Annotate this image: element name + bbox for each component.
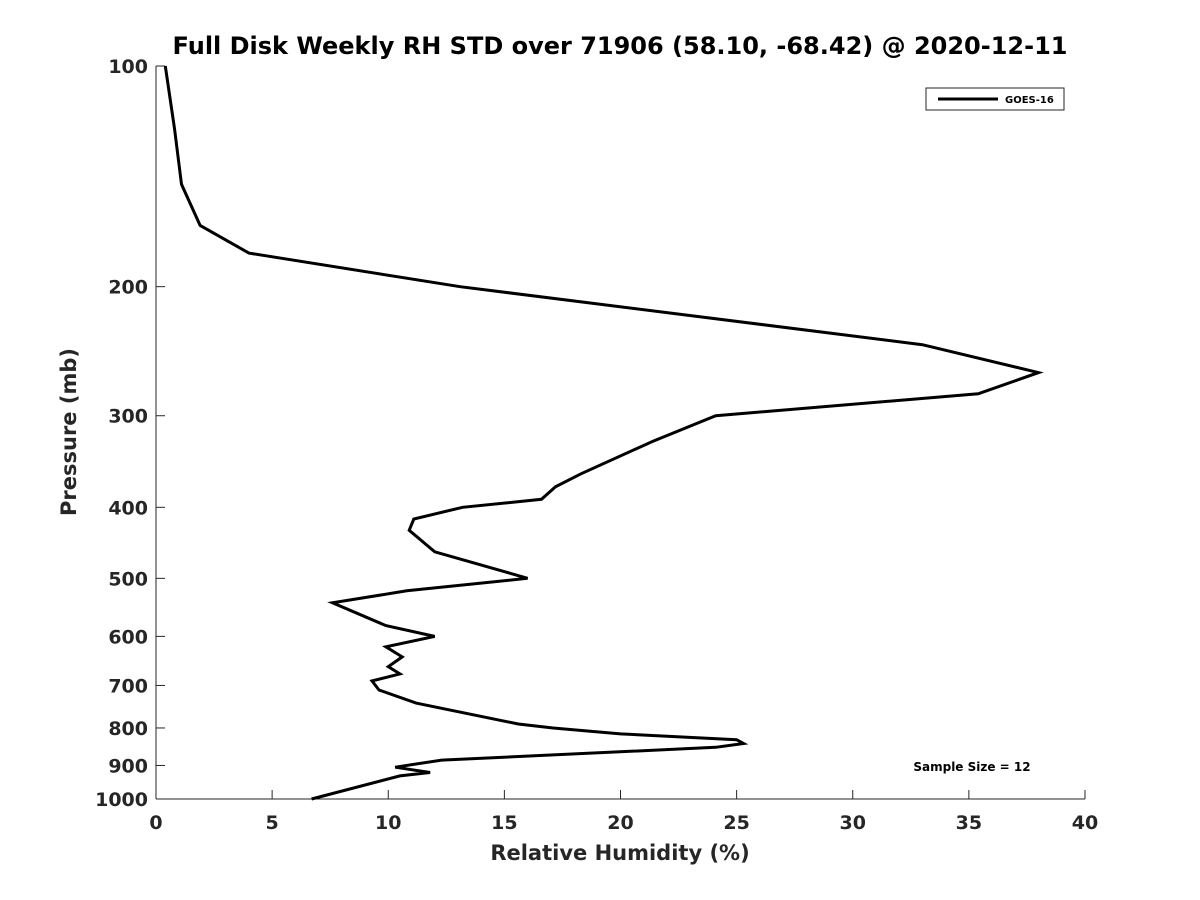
plot-lines — [163, 65, 1044, 801]
y-tick-label: 1000 — [95, 789, 148, 811]
x-tick-label: 0 — [149, 812, 162, 834]
legend: GOES-16 — [925, 87, 1065, 111]
y-axis: 100 200 300 400 500 600 700 800 900 1000 — [95, 56, 165, 811]
x-tick-label: 20 — [607, 812, 633, 834]
x-axis-label: Relative Humidity (%) — [490, 841, 749, 865]
x-tick-label: 30 — [840, 812, 866, 834]
sample-size-annotation: Sample Size = 12 — [913, 760, 1030, 774]
y-tick-label: 700 — [108, 675, 148, 697]
chart-title: Full Disk Weekly RH STD over 71906 (58.1… — [173, 32, 1068, 60]
x-tick-label: 10 — [375, 812, 401, 834]
x-tick-label: 25 — [723, 812, 749, 834]
legend-label-goes-16: GOES-16 — [1005, 95, 1054, 106]
y-tick-label: 900 — [108, 755, 148, 777]
x-tick-label: 15 — [491, 812, 517, 834]
y-tick-label: 400 — [108, 497, 148, 519]
y-tick-label: 300 — [108, 406, 148, 428]
x-tick-label: 35 — [956, 812, 982, 834]
x-tick-label: 40 — [1072, 812, 1098, 834]
y-tick-label: 500 — [108, 568, 148, 590]
series-line-goes-16 — [163, 65, 1044, 801]
x-axis: 0 5 10 15 20 25 30 35 40 — [149, 790, 1098, 834]
y-axis-label: Pressure (mb) — [57, 348, 81, 516]
x-tick-label: 5 — [266, 812, 279, 834]
y-tick-label: 100 — [108, 56, 148, 78]
y-tick-label: 200 — [108, 277, 148, 299]
y-tick-label: 800 — [108, 718, 148, 740]
y-tick-label: 600 — [108, 626, 148, 648]
